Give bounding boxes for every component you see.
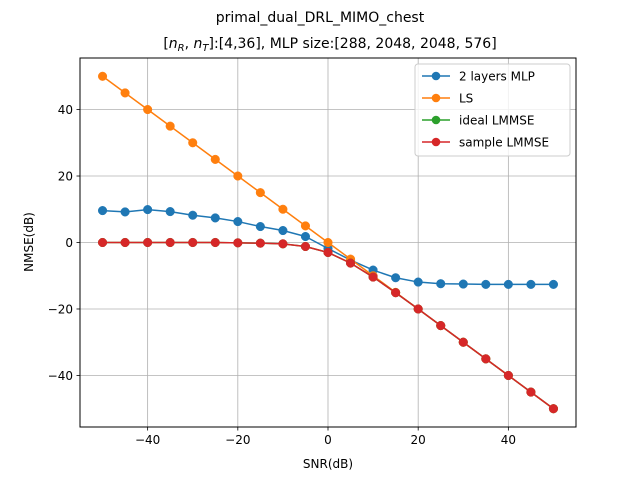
series-sample-lmmse: [97, 237, 559, 414]
y-tick-label: 20: [58, 170, 73, 184]
data-point: [503, 279, 513, 289]
data-point: [210, 237, 220, 248]
y-tick-label: 40: [58, 103, 73, 117]
data-point: [548, 404, 559, 414]
data-point: [300, 231, 311, 242]
legend-label: ideal LMMSE: [459, 114, 534, 128]
data-point: [233, 238, 243, 248]
data-point: [278, 204, 288, 214]
data-point: [188, 138, 198, 148]
data-point: [526, 279, 536, 289]
data-point: [548, 279, 559, 289]
data-point: [278, 225, 288, 236]
data-point: [300, 241, 311, 252]
data-point: [481, 354, 491, 364]
x-tick-label: 20: [411, 433, 426, 447]
x-tick-label: 0: [324, 433, 332, 447]
legend-label: 2 layers MLP: [459, 70, 535, 84]
data-point: [255, 238, 265, 248]
legend: 2 layers MLP LS ideal LMMSE sample LMMSE: [414, 63, 571, 157]
data-point: [120, 237, 130, 248]
data-point: [255, 188, 265, 198]
data-point: [278, 239, 288, 249]
data-point: [143, 237, 153, 248]
data-point: [323, 247, 333, 258]
data-point: [503, 370, 513, 381]
legend-label: LS: [459, 92, 473, 106]
data-point: [97, 237, 108, 248]
legend-item: sample LMMSE: [422, 136, 549, 150]
data-point: [391, 273, 401, 283]
data-point: [210, 213, 220, 223]
x-tick-label: 40: [501, 433, 516, 447]
data-point: [143, 205, 153, 215]
legend-item: LS: [422, 92, 473, 106]
data-point: [165, 121, 175, 131]
data-point: [481, 279, 491, 289]
data-point: [458, 337, 468, 347]
legend-item: 2 layers MLP: [422, 70, 535, 84]
data-point: [97, 206, 108, 216]
y-tick-label: −40: [48, 369, 73, 383]
data-point: [143, 104, 153, 115]
data-point: [255, 221, 265, 232]
y-tick-label: 0: [65, 236, 73, 250]
data-point: [165, 207, 175, 217]
chart-title: [nR, nT]:[4,36], MLP size:[288, 2048, 20…: [163, 36, 496, 54]
data-point: [368, 272, 378, 282]
data-point: [188, 210, 198, 220]
x-axis-ticks: −40 −20 0 20 40: [135, 427, 516, 447]
data-point: [345, 258, 356, 268]
data-point: [323, 237, 333, 248]
data-point: [436, 279, 446, 289]
x-axis-label: SNR(dB): [303, 457, 353, 471]
legend-marker: [431, 115, 441, 125]
y-tick-label: −20: [48, 302, 73, 316]
y-axis-ticks: −40 −20 0 20 40: [48, 103, 80, 383]
data-point: [233, 217, 243, 227]
data-point: [188, 237, 198, 248]
data-point: [413, 277, 423, 287]
y-axis-label: NMSE(dB): [22, 212, 36, 272]
data-point: [233, 171, 243, 181]
data-point: [436, 321, 446, 331]
data-point: [413, 304, 423, 314]
data-point: [458, 279, 468, 289]
x-tick-label: −40: [135, 433, 160, 447]
data-point: [391, 288, 401, 298]
data-point: [210, 154, 220, 164]
legend-marker: [431, 137, 441, 147]
legend-box: [414, 63, 571, 157]
x-tick-label: −20: [225, 433, 250, 447]
data-point: [165, 237, 175, 248]
data-point: [300, 221, 311, 231]
chart-suptitle: primal_dual_DRL_MIMO_chest: [216, 10, 425, 26]
legend-item: ideal LMMSE: [422, 114, 534, 128]
data-point: [120, 88, 130, 98]
data-point: [526, 387, 536, 397]
data-point: [97, 71, 108, 81]
legend-marker: [431, 93, 441, 103]
plot-series: [97, 71, 559, 414]
legend-label: sample LMMSE: [459, 136, 549, 150]
data-point: [120, 207, 130, 217]
legend-marker: [431, 71, 441, 81]
